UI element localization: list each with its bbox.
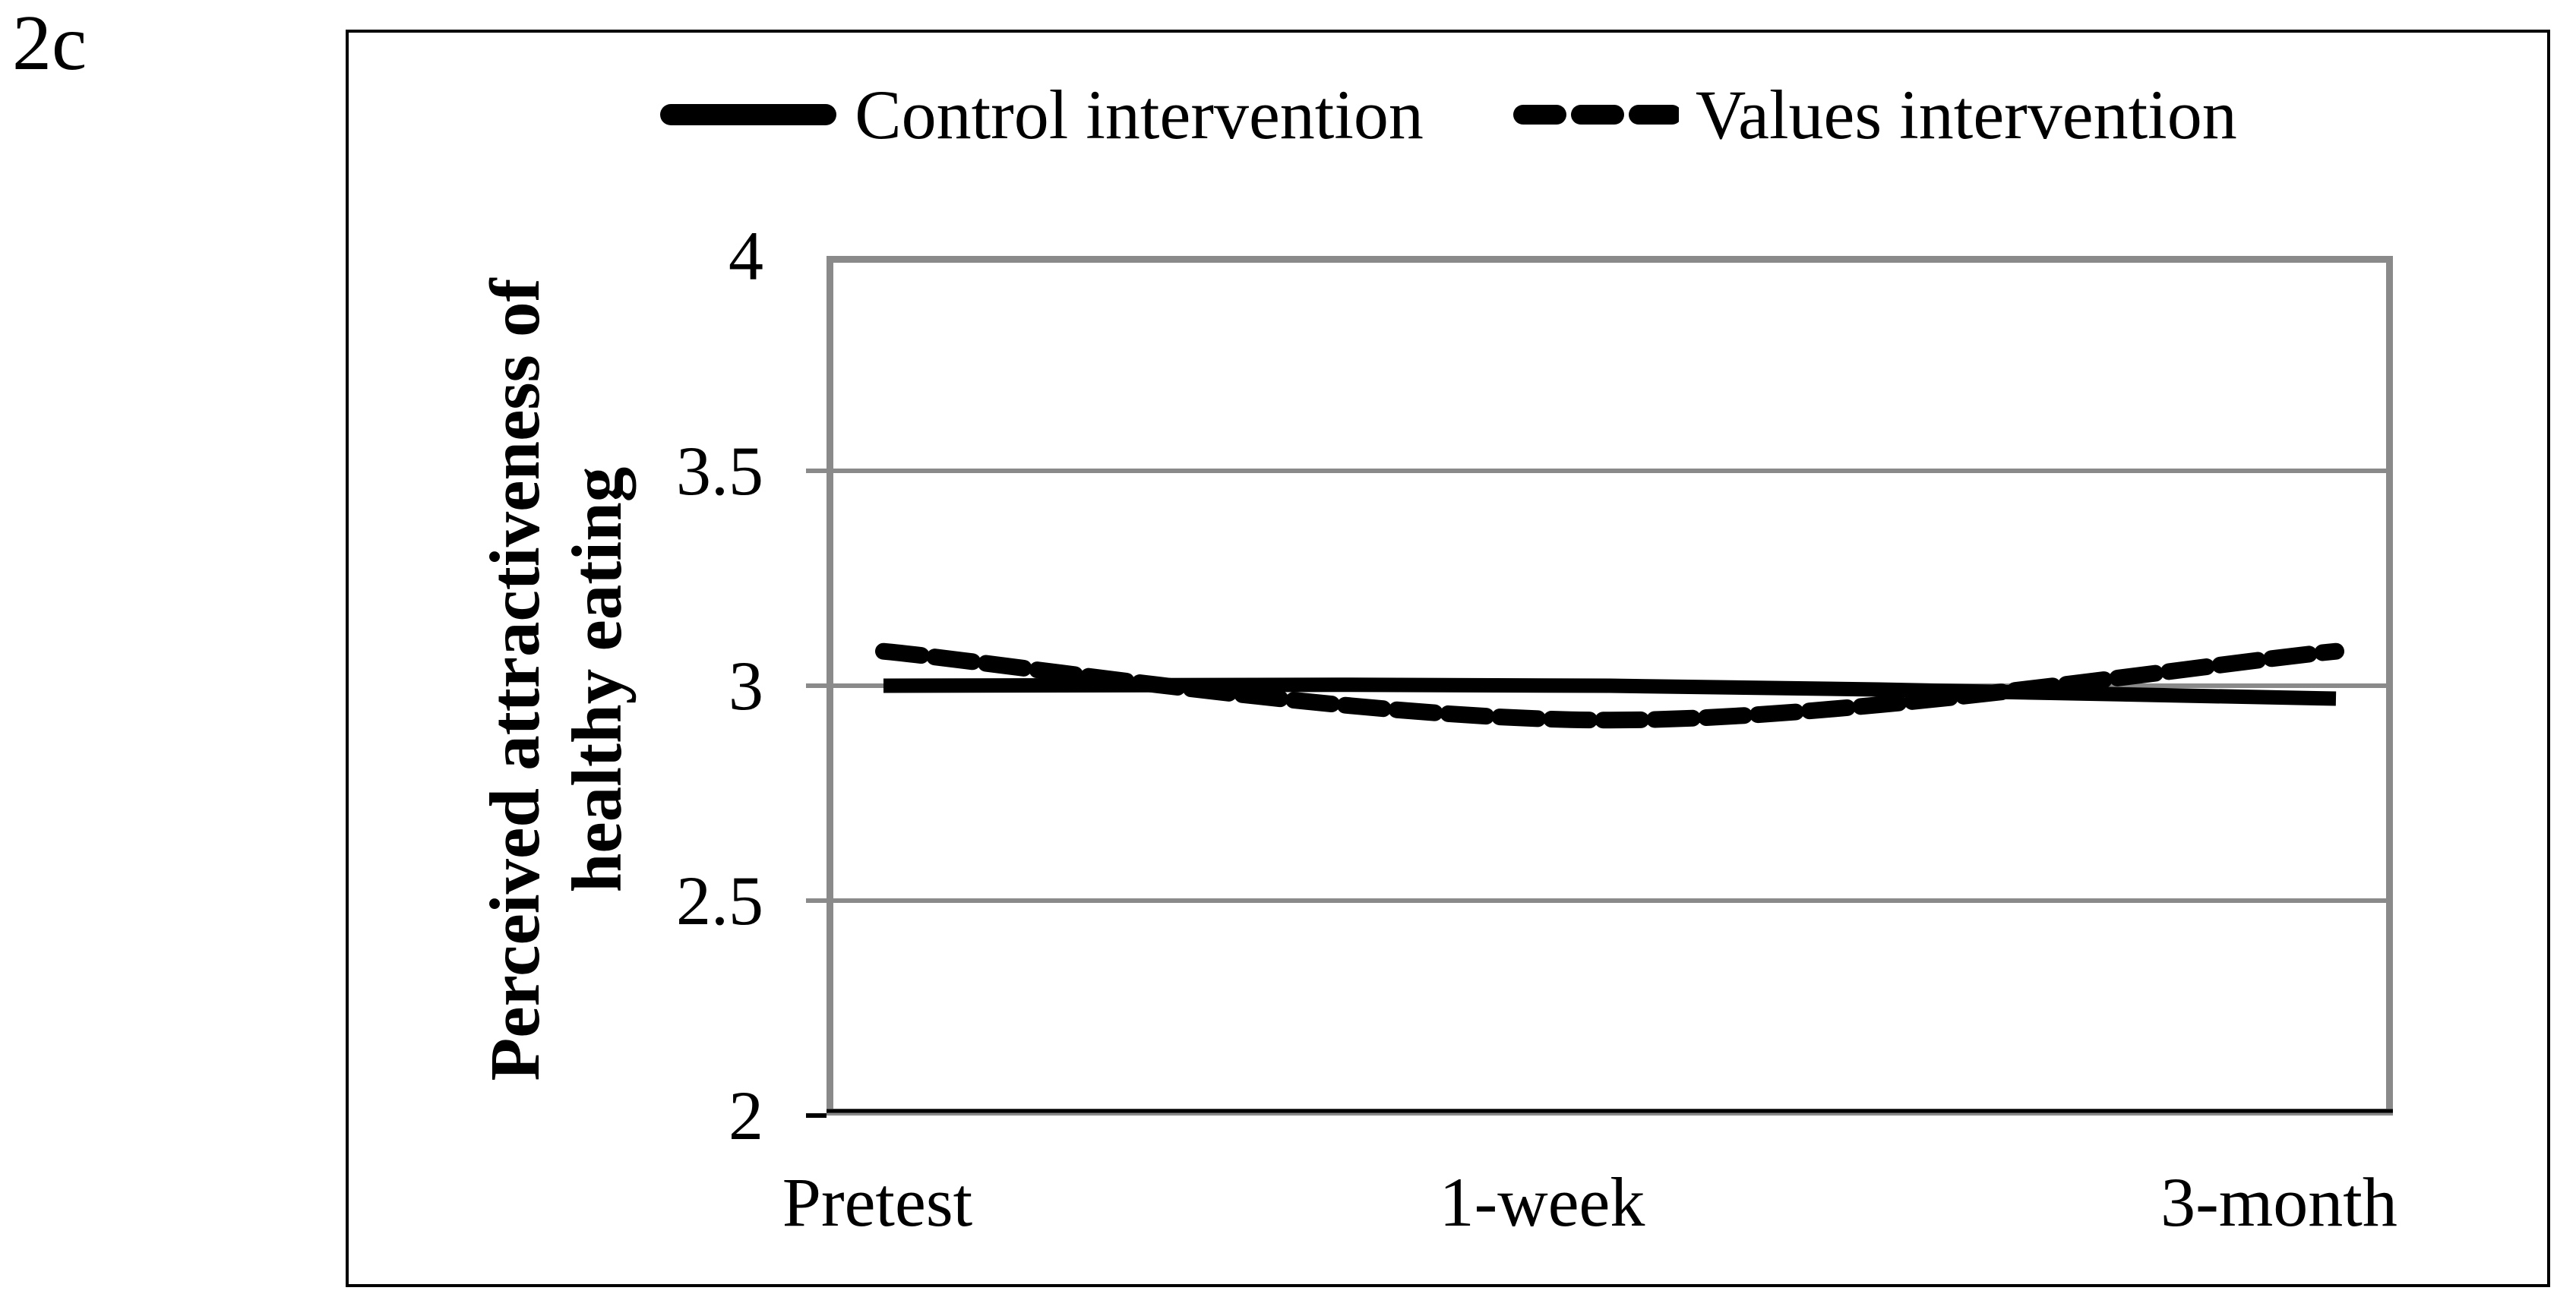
chart-outer-border: [346, 30, 2550, 1287]
dashed-series-line: [875, 642, 2344, 729]
y-tick-label-4: 4: [729, 217, 763, 295]
dashed-line-sample-icon: [1512, 105, 1679, 125]
plot-area: [827, 256, 2393, 1116]
chart-legend: Control intervention Values intervention: [346, 74, 2550, 155]
figure-panel-label: 2c: [12, 0, 87, 87]
y-tick-label-3.5: 3.5: [676, 432, 763, 510]
y-tick-mark: [806, 898, 827, 903]
legend-label-control: Control intervention: [855, 76, 1424, 153]
y-tick-label-2.5: 2.5: [676, 862, 763, 939]
solid-line-sample-icon: [660, 104, 837, 125]
y-tick-mark: [806, 683, 827, 688]
legend-item-values: Values intervention: [1512, 74, 2237, 155]
x-axis-label-1-week: 1-week: [1439, 1163, 1645, 1241]
x-axis-label-pretest: Pretest: [782, 1163, 973, 1241]
solid-series-line: [883, 677, 2337, 706]
y-tick-mark: [806, 1113, 827, 1118]
y-tick-label-2: 2: [729, 1077, 763, 1154]
legend-item-control: Control intervention: [659, 74, 1424, 155]
y-tick-mark: [806, 469, 827, 473]
legend-label-values: Values intervention: [1695, 76, 2237, 153]
y-tick-label-3: 3: [729, 647, 763, 724]
x-axis-label-3-month: 3-month: [2160, 1163, 2397, 1241]
